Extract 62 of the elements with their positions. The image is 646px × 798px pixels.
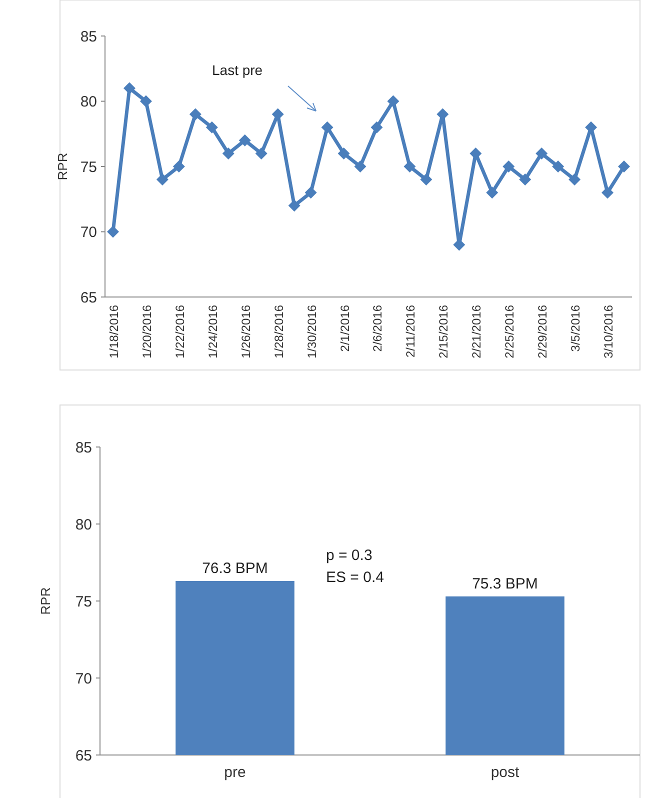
point — [602, 186, 614, 199]
y-tick-label: 80 — [80, 94, 97, 110]
point — [519, 174, 532, 186]
point — [370, 121, 383, 134]
point — [387, 95, 400, 108]
x-tick-label: 2/29/2016 — [536, 304, 550, 358]
x-tick-label: 2/21/2016 — [470, 304, 484, 358]
point — [172, 160, 185, 172]
y-tick-label: 85 — [75, 439, 92, 456]
x-tick-label: 2/6/2016 — [370, 304, 385, 352]
x-tick-label: 1/22/2016 — [172, 304, 187, 358]
point — [420, 174, 432, 186]
point — [536, 147, 548, 160]
point — [321, 121, 334, 134]
x-tick-label: 3/5/2016 — [568, 304, 583, 352]
y-axis-title: RPR — [55, 152, 70, 180]
x-tick-label: 2/1/2016 — [338, 304, 352, 352]
y-tick-label: 85 — [80, 28, 97, 46]
y-tick-label: 75 — [75, 593, 92, 610]
x-tick-label: 3/10/2016 — [602, 304, 616, 358]
point — [107, 226, 119, 238]
point — [288, 200, 300, 212]
x-tick-label: 1/18/2016 — [107, 304, 121, 358]
point — [338, 147, 350, 160]
y-tick-label: 65 — [75, 747, 92, 764]
y-tick-label: 65 — [80, 289, 97, 306]
annotation: ES = 0.4 — [326, 569, 384, 586]
x-tick-label: pre — [224, 764, 246, 781]
x-tick-label: post — [490, 764, 520, 781]
point — [222, 147, 234, 160]
point — [255, 147, 268, 160]
annotation: Last pre — [212, 62, 263, 78]
point — [123, 82, 136, 94]
point — [618, 160, 630, 172]
point — [486, 186, 498, 199]
point — [238, 134, 251, 146]
x-tick-label: 1/28/2016 — [272, 304, 286, 358]
y-tick-label: 80 — [75, 516, 92, 534]
point — [206, 121, 218, 134]
x-tick-label: 1/24/2016 — [206, 304, 220, 358]
point — [156, 174, 168, 186]
x-tick-label: 2/15/2016 — [436, 304, 451, 358]
point — [189, 108, 202, 120]
y-axis-title: RPR — [38, 587, 53, 615]
point — [552, 160, 564, 172]
point — [404, 160, 416, 172]
point — [140, 95, 152, 108]
point — [304, 186, 317, 199]
x-tick-label: 2/25/2016 — [502, 304, 517, 358]
y-tick-label: 70 — [80, 224, 97, 241]
point — [568, 174, 581, 186]
x-tick-label: 1/20/2016 — [140, 304, 154, 358]
y-tick-label: 75 — [80, 158, 97, 176]
x-tick-label: 1/30/2016 — [304, 304, 319, 358]
x-tick-label: 1/26/2016 — [238, 304, 253, 358]
x-tick-label: 2/11/2016 — [404, 304, 418, 358]
data-label: 75.3 BPM — [472, 575, 538, 592]
point — [354, 160, 366, 172]
annotation: p = 0.3 — [326, 547, 372, 564]
y-tick-label: 70 — [75, 670, 92, 688]
data-label: 76.3 BPM — [202, 560, 268, 577]
point — [502, 160, 515, 172]
